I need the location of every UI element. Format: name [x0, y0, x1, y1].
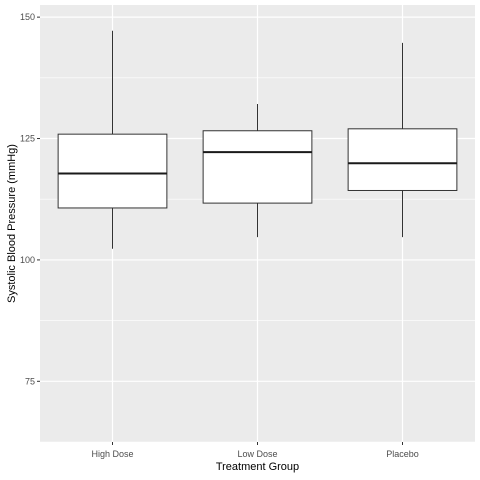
x-axis-title: Treatment Group	[216, 461, 299, 473]
box-iqr	[57, 133, 168, 209]
boxplots	[57, 30, 458, 249]
x-tick-label: High Dose	[91, 449, 133, 459]
box-iqr	[202, 130, 313, 204]
boxplot-low-dose	[202, 104, 313, 238]
x-tick-label: Low Dose	[237, 449, 277, 459]
boxplot-placebo	[347, 42, 458, 238]
y-tick-label: 150	[20, 12, 35, 22]
y-tick-label: 100	[20, 255, 35, 265]
y-tick-label: 125	[20, 134, 35, 144]
boxplot-high-dose	[57, 30, 168, 249]
y-axis: 75 100 125 150	[20, 12, 40, 386]
x-tick-label: Placebo	[386, 449, 419, 459]
y-axis-title: Systolic Blood Pressure (mmHg)	[6, 144, 18, 303]
box-iqr	[347, 128, 458, 191]
x-axis: High Dose Low Dose Placebo	[91, 442, 419, 459]
y-tick-label: 75	[25, 376, 35, 386]
